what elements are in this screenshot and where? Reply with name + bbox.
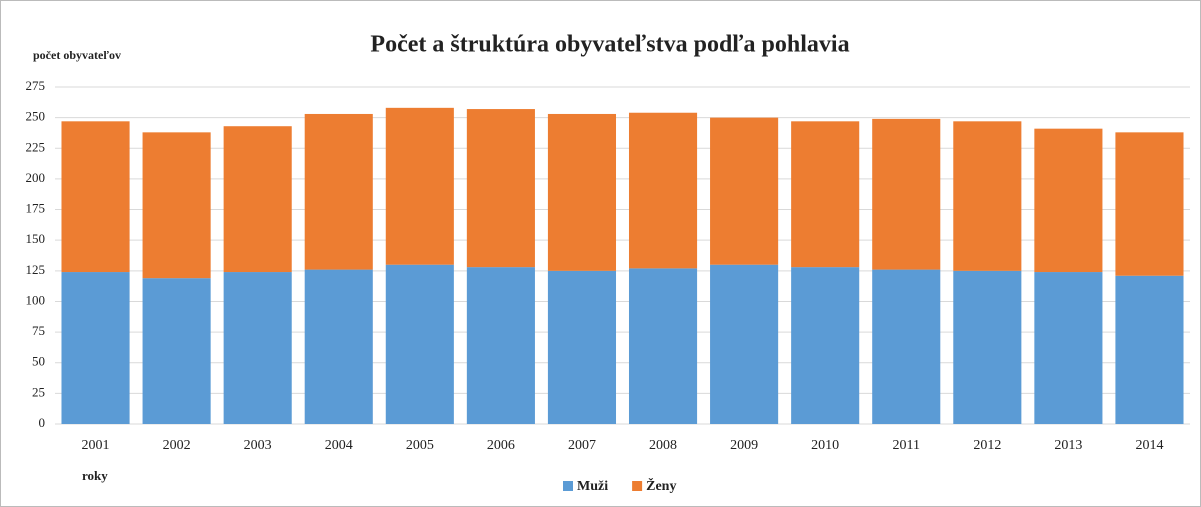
y-tick-label: 175 [26, 201, 46, 216]
bar [61, 121, 130, 273]
bar [1115, 275, 1184, 424]
y-tick-label: 100 [26, 292, 46, 307]
y-tick-label: 50 [32, 354, 45, 369]
x-tick-label: 2005 [406, 438, 434, 453]
bar [628, 268, 698, 424]
bar [710, 264, 779, 424]
x-tick-label: 2002 [163, 438, 191, 453]
legend-swatch [632, 481, 643, 491]
bar [61, 272, 130, 424]
x-tick-label: 2001 [82, 438, 110, 453]
y-tick-label: 75 [32, 323, 45, 338]
y-tick-label: 25 [32, 384, 45, 399]
bar [223, 126, 292, 273]
y-tick-label: 200 [26, 170, 46, 185]
x-tick-label: 2008 [649, 438, 677, 453]
legend-label: Ženy [646, 477, 676, 494]
y-tick-label: 225 [26, 139, 46, 154]
x-tick-label: 2010 [811, 438, 839, 453]
bar [953, 121, 1022, 271]
bar [872, 269, 941, 424]
y-axis-label: počet obyvateľov [33, 48, 121, 62]
bar [710, 117, 779, 265]
y-tick-label: 150 [26, 231, 46, 246]
bar [1034, 128, 1103, 273]
bar [628, 112, 698, 269]
bar [791, 267, 860, 424]
bar [142, 132, 211, 279]
bar [304, 113, 373, 270]
y-tick-label: 0 [39, 415, 46, 430]
bar [1034, 272, 1103, 424]
x-tick-label: 2004 [325, 438, 353, 453]
bar [304, 269, 373, 424]
legend-label: Muži [577, 479, 608, 494]
legend-swatch [563, 481, 573, 491]
bar [953, 270, 1022, 424]
bar [466, 109, 535, 268]
y-tick-label: 125 [26, 262, 46, 277]
x-tick-label: 2014 [1135, 438, 1163, 453]
y-tick-label: 275 [26, 78, 46, 93]
x-tick-label: 2012 [973, 438, 1001, 453]
x-tick-label: 2009 [730, 438, 758, 453]
bar [385, 264, 454, 424]
x-tick-label: 2007 [568, 438, 596, 453]
bar [547, 270, 617, 424]
bar [1115, 132, 1184, 276]
x-axis-label: roky [82, 468, 108, 483]
bar [142, 278, 211, 424]
chart-title: Počet a štruktúra obyvateľstva podľa poh… [370, 32, 849, 58]
bar [223, 272, 292, 424]
bar [385, 107, 454, 265]
x-tick-label: 2003 [244, 438, 272, 453]
x-tick-label: 2013 [1054, 438, 1082, 453]
y-tick-label: 250 [26, 109, 46, 124]
bar [466, 267, 535, 424]
bar [791, 121, 860, 268]
bar [872, 118, 941, 270]
bar [547, 113, 617, 271]
x-tick-label: 2006 [487, 438, 515, 453]
x-tick-label: 2011 [893, 438, 920, 453]
